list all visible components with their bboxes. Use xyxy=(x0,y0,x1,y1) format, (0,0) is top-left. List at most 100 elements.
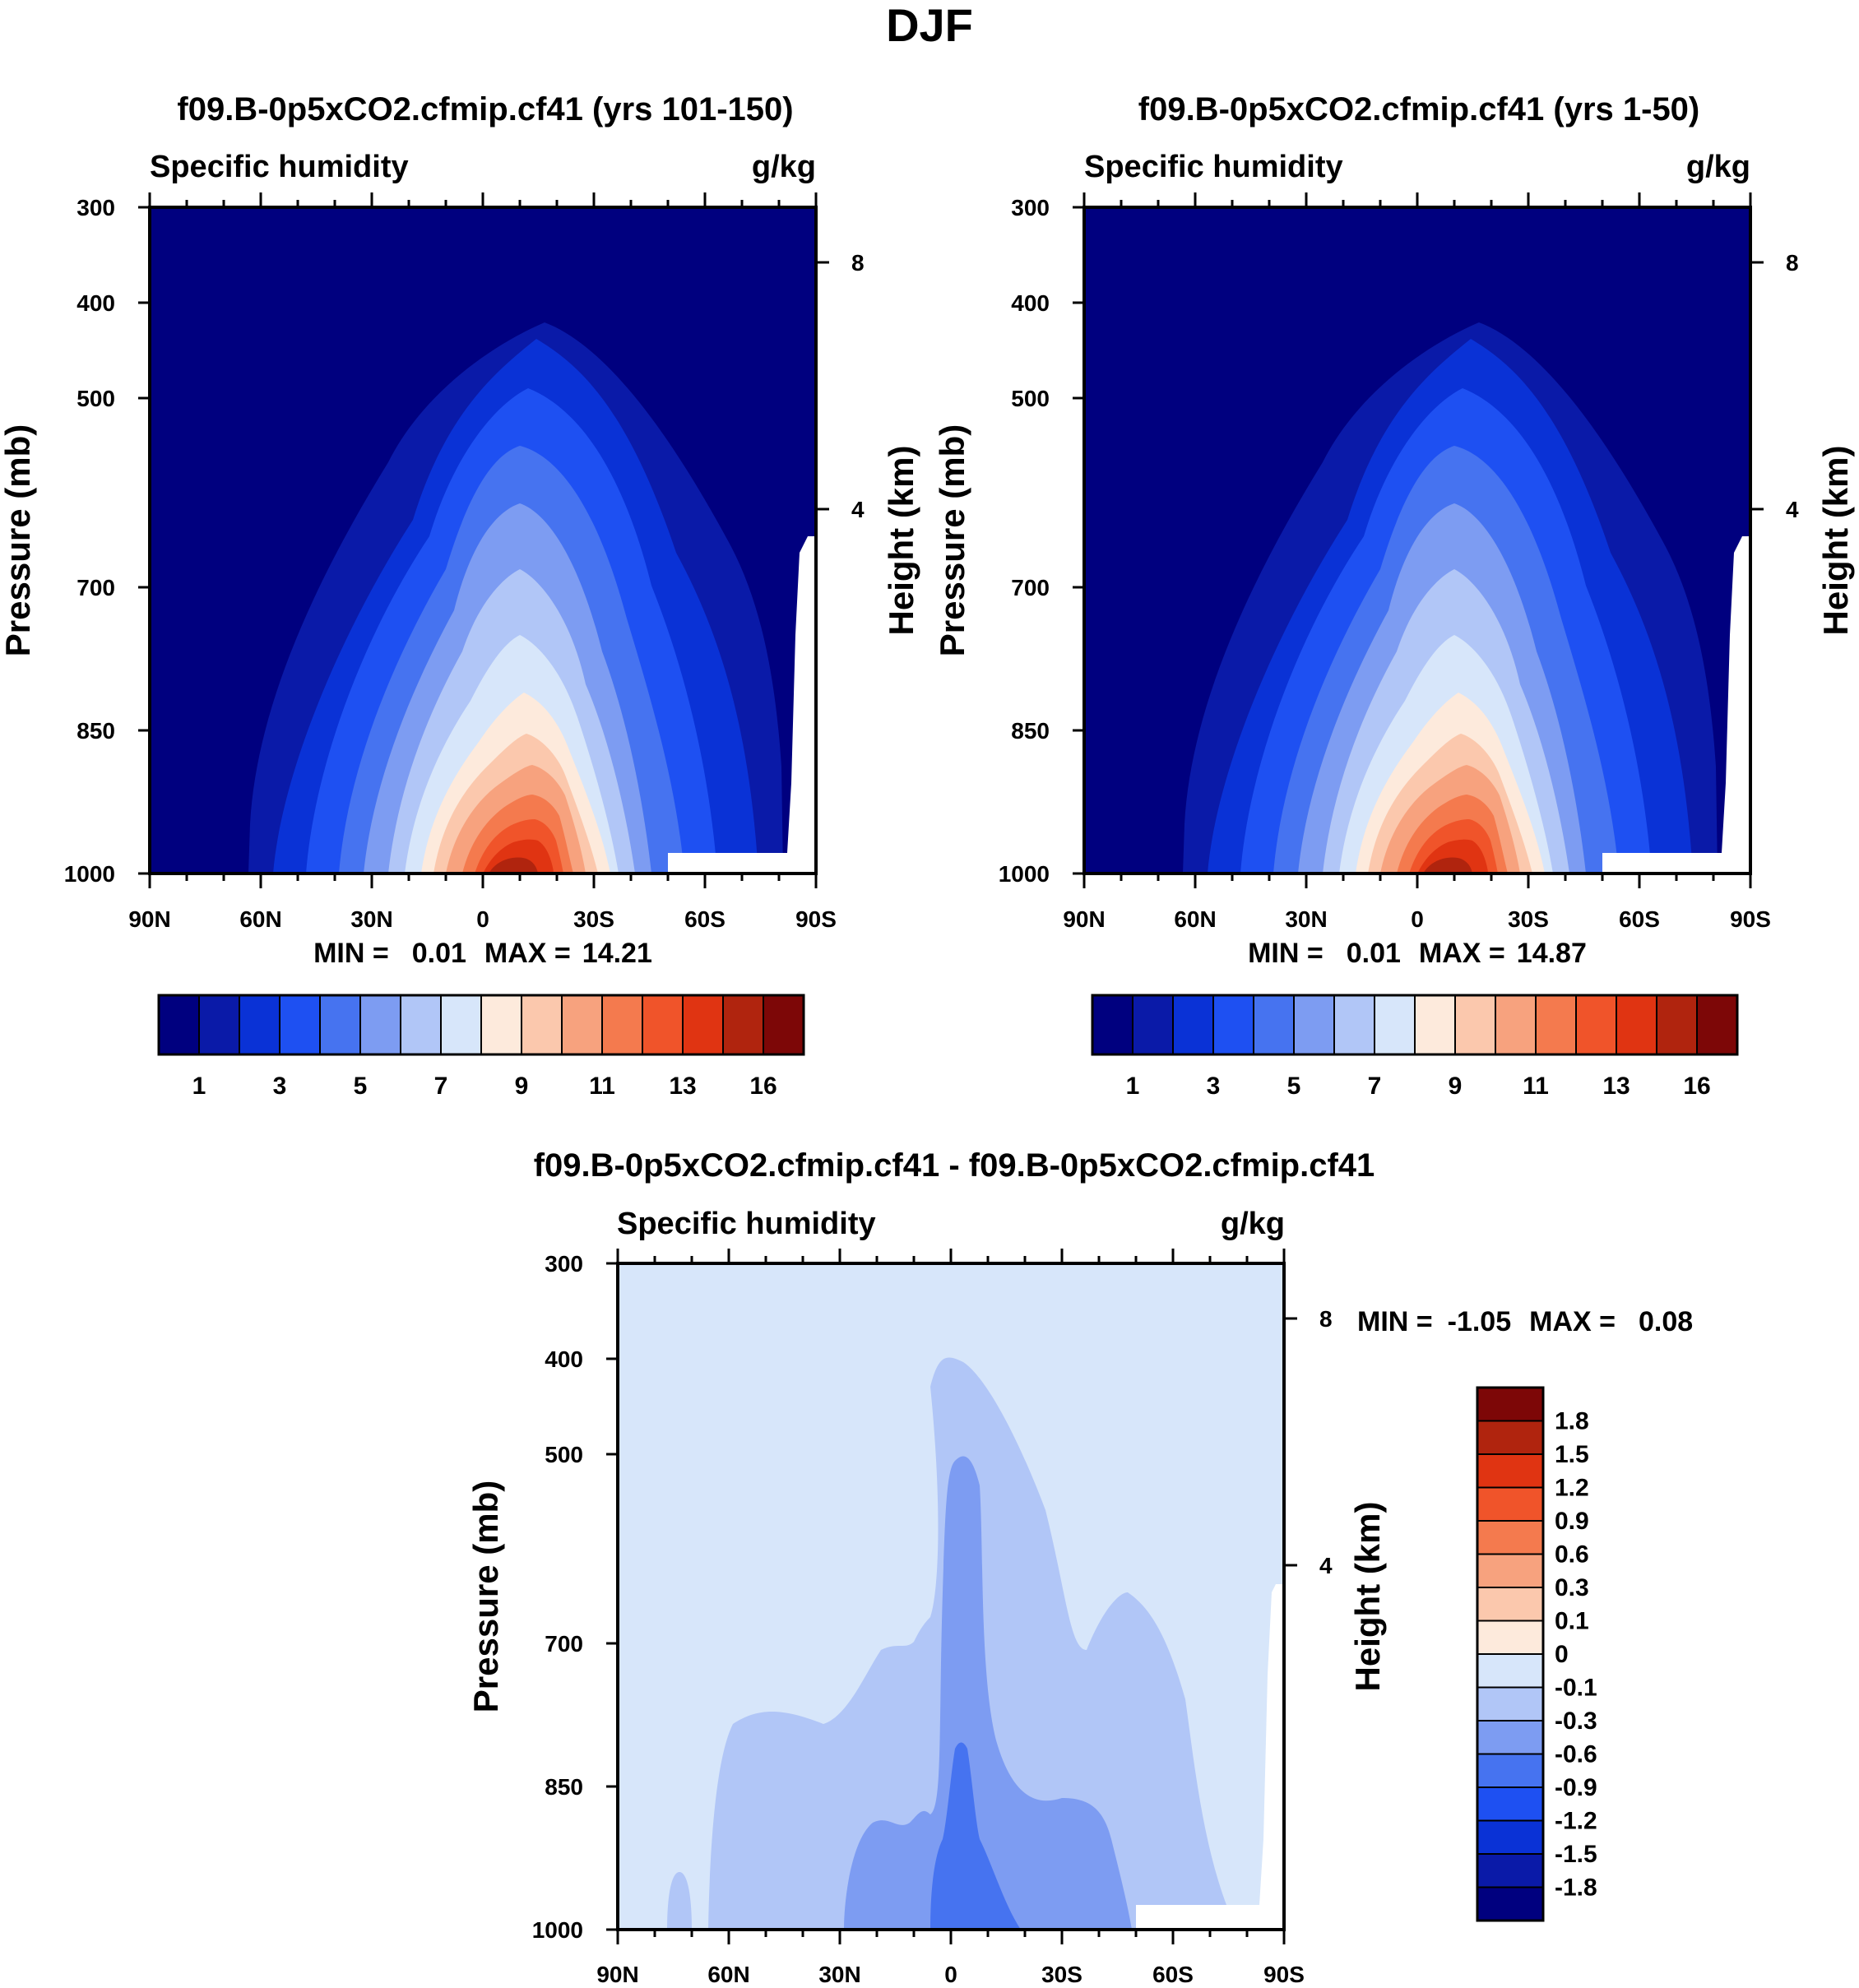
panel-2-contour-l14 xyxy=(1423,857,1472,874)
panel-2-colorbar-label-1: 3 xyxy=(1207,1073,1221,1100)
panel-1-colorbar-box-4 xyxy=(319,994,361,1055)
figure-title: DJF xyxy=(886,0,973,51)
panel-1-colorbar-label-3: 7 xyxy=(434,1073,448,1100)
panel-2-y-tick-label-3: 700 xyxy=(1011,575,1050,600)
panel-3-y-tick-label-4: 850 xyxy=(545,1774,583,1800)
panel-3-left-string: Specific humidity xyxy=(617,1207,876,1241)
panel-3-stats-min: -1.05 xyxy=(1448,1306,1512,1337)
panel-1-colorbar-label-1: 3 xyxy=(273,1073,287,1100)
panel-2-colorbar-box-8 xyxy=(1414,994,1456,1055)
panel-1-colorbar-label-5: 11 xyxy=(589,1073,615,1100)
panel-3-colorbar-box-1 xyxy=(1477,1420,1544,1455)
panel-1-x-tick-label-3: 0 xyxy=(476,906,489,932)
panel-1-left-string: Specific humidity xyxy=(150,150,409,184)
panel-2-stats-min-label: MIN = xyxy=(1248,938,1324,969)
panel-2-colorbar-label-6: 13 xyxy=(1602,1073,1630,1100)
panel-1-colorbar-box-15 xyxy=(763,994,804,1055)
panel-2-right-axis-title: Height (km) xyxy=(1816,446,1855,636)
panel-3-colorbar-box-13 xyxy=(1477,1819,1544,1855)
panel-2-colorbar-label-0: 1 xyxy=(1126,1073,1140,1100)
panel-3-title: f09.B-0p5xCO2.cfmip.cf41 - f09.B-0p5xCO2… xyxy=(534,1147,1375,1184)
panel-1: f09.B-0p5xCO2.cfmip.cf41 (yrs 101-150) S… xyxy=(0,91,920,969)
panel-3: f09.B-0p5xCO2.cfmip.cf41 - f09.B-0p5xCO2… xyxy=(466,1147,1693,1987)
panel-3-colorbar-label-5: 0.3 xyxy=(1555,1574,1589,1601)
panel-1-stats-max: 14.21 xyxy=(582,938,652,969)
panel-3-y-tick-label-5: 1000 xyxy=(532,1917,583,1943)
panel-2-colorbar-box-10 xyxy=(1495,994,1537,1055)
panel-3-x-tick-label-6: 90S xyxy=(1263,1962,1305,1987)
panel-2-colorbar-box-5 xyxy=(1293,994,1335,1055)
panel-2-x-tick-label-5: 60S xyxy=(1619,906,1660,932)
panel-3-colorbar-box-3 xyxy=(1477,1486,1544,1522)
panel-2-x-tick-label-2: 30N xyxy=(1285,906,1327,932)
panel-3-colorbar-box-11 xyxy=(1477,1753,1544,1788)
panel-1-missing xyxy=(668,536,816,874)
panel-1-x-tick-label-2: 30N xyxy=(350,906,392,932)
panel-3-x-tick-label-4: 30S xyxy=(1041,1962,1082,1987)
panel-3-colorbar-box-8 xyxy=(1477,1653,1544,1689)
panel-2-colorbar-box-0 xyxy=(1092,994,1133,1055)
panel-3-colorbar-box-9 xyxy=(1477,1686,1544,1722)
panel-1-x-tick-label-4: 30S xyxy=(573,906,614,932)
panel-2-colorbar-box-12 xyxy=(1575,994,1617,1055)
panel-2-y-tick-label-0: 300 xyxy=(1011,195,1050,220)
panel-2-title: f09.B-0p5xCO2.cfmip.cf41 (yrs 1-50) xyxy=(1138,91,1700,127)
panel-3-right-tick-label-0: 8 xyxy=(1319,1306,1333,1332)
panel-3-contour-neg03 xyxy=(844,1456,1132,1930)
panel-3-y-tick-label-1: 400 xyxy=(545,1346,583,1372)
panel-2-colorbar-box-3 xyxy=(1212,994,1254,1055)
panel-2-colorbar-label-5: 11 xyxy=(1523,1073,1549,1100)
panel-2-right-string: g/kg xyxy=(1686,150,1750,184)
panel-1-colorbar-box-9 xyxy=(521,994,563,1055)
panel-1-colorbar-label-0: 1 xyxy=(192,1073,206,1100)
panel-3-colorbar-label-12: -1.2 xyxy=(1555,1808,1597,1835)
panel-2-x-tick-label-4: 30S xyxy=(1508,906,1549,932)
panel-3-contour-neg01-spot xyxy=(667,1872,692,1930)
panel-2-y-tick-label-1: 400 xyxy=(1011,290,1050,316)
panel-2-colorbar-box-2 xyxy=(1172,994,1214,1055)
panel-1-y-axis-title: Pressure (mb) xyxy=(0,424,37,656)
panel-2-stats-line: MIN = 0.01 MAX = 14.87 xyxy=(1248,938,1587,969)
panel-2-x-tick-label-1: 60N xyxy=(1174,906,1216,932)
panel-3-colorbar-label-14: -1.8 xyxy=(1555,1874,1597,1902)
panel-3-colorbar-label-9: -0.3 xyxy=(1555,1708,1597,1735)
panel-3-colorbar-label-13: -1.5 xyxy=(1555,1841,1597,1868)
panel-2-colorbar-box-13 xyxy=(1616,994,1657,1055)
panel-2-right-tick-label-1: 4 xyxy=(1786,497,1799,522)
panel-1-right-axis-title: Height (km) xyxy=(882,446,920,636)
panel-2-x-tick-label-0: 90N xyxy=(1063,906,1105,932)
panel-2-colorbar-box-15 xyxy=(1696,994,1738,1055)
panel-1-colorbar-label-4: 9 xyxy=(515,1073,529,1100)
panel-2-y-axis-title: Pressure (mb) xyxy=(933,424,971,656)
panel-3-x-tick-label-3: 0 xyxy=(944,1962,957,1987)
panel-3-y-tick-label-2: 500 xyxy=(545,1442,583,1467)
panel-3-contour-neg06 xyxy=(930,1742,1021,1930)
panel-3-colorbar-label-2: 1.2 xyxy=(1555,1475,1589,1502)
panel-1-colorbar-box-6 xyxy=(400,994,442,1055)
panel-3-colorbar-box-10 xyxy=(1477,1720,1544,1755)
panel-1-colorbar-box-3 xyxy=(279,994,321,1055)
panel-2-colorbar-label-4: 9 xyxy=(1449,1073,1463,1100)
panel-3-colorbar-label-8: -0.1 xyxy=(1555,1675,1597,1702)
panel-1-y-tick-label-4: 850 xyxy=(76,718,115,744)
panel-2-y-tick-label-4: 850 xyxy=(1011,718,1050,744)
panel-3-colorbar-label-10: -0.6 xyxy=(1555,1741,1597,1768)
panel-2-colorbar-box-1 xyxy=(1132,994,1174,1055)
panel-2-colorbar-box-14 xyxy=(1656,994,1698,1055)
panel-1-colorbar-frame xyxy=(157,994,805,1056)
panel-3-right-tick-label-1: 4 xyxy=(1319,1553,1333,1578)
panel-2-stats-max: 14.87 xyxy=(1517,938,1587,969)
panel-1-title: f09.B-0p5xCO2.cfmip.cf41 (yrs 101-150) xyxy=(177,91,793,127)
panel-1-colorbar-box-12 xyxy=(642,994,684,1055)
panel-2-colorbar-label-2: 5 xyxy=(1287,1073,1301,1100)
panel-1-y-tick-label-5: 1000 xyxy=(64,861,115,887)
panel-3-colorbar-label-6: 0.1 xyxy=(1555,1608,1589,1635)
panel-1-right-string: g/kg xyxy=(752,150,816,184)
panel-3-colorbar-box-0 xyxy=(1477,1387,1544,1422)
panel-1-colorbar-box-2 xyxy=(239,994,280,1055)
panel-1-x-tick-label-5: 60S xyxy=(684,906,726,932)
panel-1-colorbar-box-11 xyxy=(601,994,643,1055)
panel-2-colorbar-box-9 xyxy=(1454,994,1496,1055)
panel-1-colorbar-box-1 xyxy=(198,994,240,1055)
